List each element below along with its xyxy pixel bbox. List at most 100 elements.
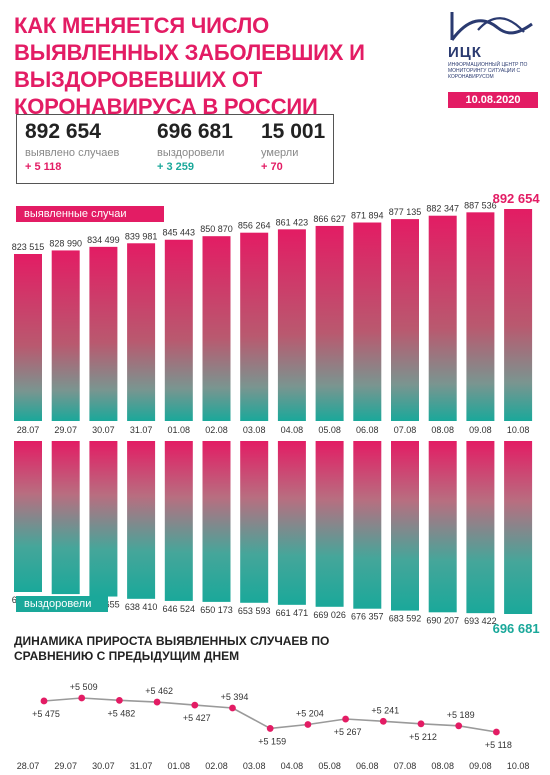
growth-label: +5 462 <box>145 686 173 696</box>
date-label: 03.08 <box>243 425 266 435</box>
line-date-label: 04.08 <box>281 761 304 771</box>
cases-bar <box>127 243 156 421</box>
growth-label: +5 241 <box>371 705 399 715</box>
growth-label: +5 189 <box>447 710 475 720</box>
date-label: 06.08 <box>356 425 379 435</box>
stats-box: 892 654 выявлено случаев + 5 118 696 681… <box>16 114 334 184</box>
date-badge: 10.08.2020 <box>448 92 538 108</box>
cases-bar <box>164 239 193 421</box>
growth-point <box>304 721 312 728</box>
line-date-label: 03.08 <box>243 761 266 771</box>
recovered-bar-label: 650 173 <box>200 605 233 615</box>
recovered-bar-label: 653 593 <box>238 606 271 616</box>
recovered-bar-label: 676 357 <box>351 612 384 622</box>
growth-point <box>379 717 387 725</box>
recovered-bar-label: 638 410 <box>125 602 158 612</box>
recovered-bar <box>164 441 193 601</box>
cases-bar <box>277 229 306 421</box>
cases-bar <box>89 246 118 421</box>
stat-deaths: 15 001 умерли + 70 <box>261 119 325 173</box>
growth-label: +5 159 <box>258 736 286 746</box>
line-date-label: 10.08 <box>507 761 530 771</box>
recovered-bar <box>14 441 42 592</box>
recovered-bar <box>391 441 419 611</box>
growth-point <box>417 720 425 728</box>
growth-point <box>342 715 349 723</box>
growth-label: +5 212 <box>409 732 437 742</box>
cases-bar-label: 882 347 <box>426 204 459 214</box>
cases-bar <box>466 212 495 421</box>
growth-label: +5 427 <box>183 713 211 723</box>
cases-bar <box>504 209 533 421</box>
date-label: 02.08 <box>205 425 228 435</box>
cases-bar-label: 839 981 <box>125 231 158 241</box>
date-label: 07.08 <box>394 425 417 435</box>
stat-number: 696 681 <box>157 120 233 143</box>
cases-bar-label: 871 894 <box>351 211 384 221</box>
growth-point <box>266 725 274 732</box>
cases-bar-label: 866 627 <box>313 214 346 224</box>
recovered-bar <box>428 441 457 613</box>
line-date-label: 01.08 <box>168 761 191 771</box>
recovered-bar <box>277 441 306 605</box>
date-label: 30.07 <box>92 425 115 435</box>
stat-cases: 892 654 выявлено случаев + 5 118 <box>25 119 119 173</box>
growth-point <box>153 698 161 706</box>
logo-subtitle: Информационный центр по мониторингу ситу… <box>448 62 528 80</box>
recovered-bar-label: 661 471 <box>276 608 309 618</box>
date-label: 05.08 <box>318 425 341 435</box>
logo: ИЦК Информационный центр по мониторингу … <box>444 10 540 80</box>
growth-label: +5 475 <box>32 709 60 719</box>
line-date-label: 28.07 <box>17 761 40 771</box>
cases-bar <box>315 225 344 421</box>
recovered-bar <box>51 441 80 595</box>
date-label: 01.08 <box>168 425 191 435</box>
stat-number: 892 654 <box>25 120 101 143</box>
cases-bar <box>391 219 419 421</box>
line-date-label: 31.07 <box>130 761 153 771</box>
line-chart-title: Динамика прироста выявленных случаев по … <box>14 634 330 663</box>
date-label: 29.07 <box>54 425 77 435</box>
stat-label: умерли <box>261 147 299 159</box>
growth-point <box>78 694 86 702</box>
recovered-bar <box>353 441 382 609</box>
stat-label: выявлено случаев <box>25 147 120 159</box>
line-date-label: 29.07 <box>54 761 77 771</box>
cases-bar <box>202 236 231 421</box>
recovered-bar <box>315 441 344 607</box>
cases-bar-label: 845 443 <box>163 228 196 238</box>
logo-icon <box>450 12 533 41</box>
cases-bar-label: 877 135 <box>389 207 422 217</box>
stat-recovered: 696 681 выздоровели + 3 259 <box>157 119 233 173</box>
line-date-label: 30.07 <box>92 761 115 771</box>
recovered-bar-label: 696 681 <box>493 621 540 636</box>
line-date-label: 09.08 <box>469 761 492 771</box>
growth-point <box>455 722 463 730</box>
cases-bar <box>428 215 457 421</box>
date-label: 04.08 <box>281 425 304 435</box>
date-label: 28.07 <box>17 425 40 435</box>
growth-label: +5 204 <box>296 709 324 719</box>
date-label: 31.07 <box>130 425 153 435</box>
growth-label: +5 482 <box>108 708 136 718</box>
cases-bar-label: 828 990 <box>49 238 82 248</box>
line-date-label: 05.08 <box>318 761 341 771</box>
line-date-label: 02.08 <box>205 761 228 771</box>
recovered-bar-label: 693 422 <box>464 616 497 626</box>
recovered-bar-label: 690 207 <box>426 615 459 625</box>
cases-bar-label: 823 515 <box>12 242 45 252</box>
recovered-bar <box>202 441 231 602</box>
logo-name: ИЦК <box>448 44 482 61</box>
growth-label: +5 267 <box>334 727 362 737</box>
growth-label: +5 118 <box>485 740 512 750</box>
recovered-bar <box>504 441 533 614</box>
stat-number: 15 001 <box>261 120 326 143</box>
growth-point <box>116 696 123 704</box>
recovered-bar-label: 669 026 <box>313 610 346 620</box>
recovered-bar <box>466 441 495 614</box>
line-date-label: 06.08 <box>356 761 379 771</box>
stat-delta: + 3 259 <box>157 161 195 173</box>
cases-bar-label: 850 870 <box>200 224 233 234</box>
cases-bar <box>51 250 80 421</box>
